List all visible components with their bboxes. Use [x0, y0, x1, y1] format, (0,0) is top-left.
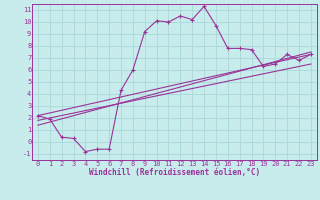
- X-axis label: Windchill (Refroidissement éolien,°C): Windchill (Refroidissement éolien,°C): [89, 168, 260, 177]
